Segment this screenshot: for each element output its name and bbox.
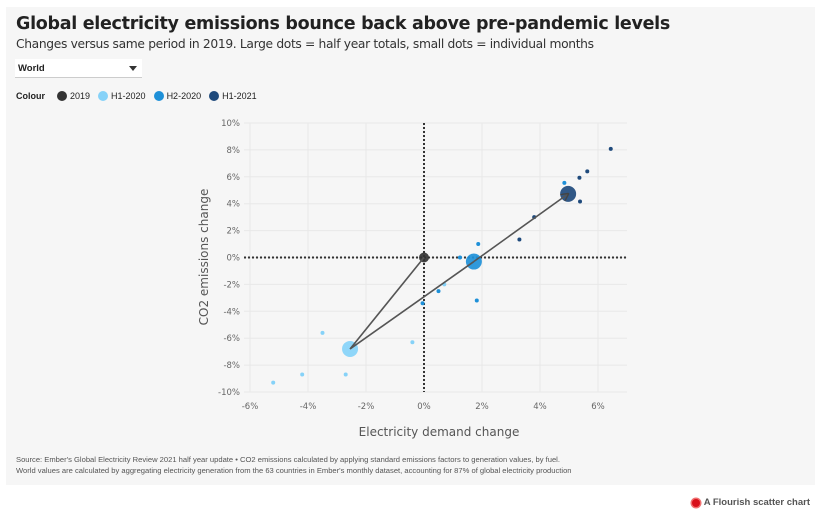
monthly-point — [585, 169, 590, 174]
region-select-value: World — [18, 63, 45, 74]
monthly-point — [562, 180, 567, 185]
trajectory-path — [349, 194, 568, 350]
monthly-point — [577, 175, 582, 180]
chart-panel — [6, 7, 815, 485]
source-line-1: Source: Ember's Global Electricity Revie… — [16, 455, 560, 464]
monthly-point — [410, 340, 415, 345]
monthly-point — [476, 242, 481, 247]
flourish-credit-link[interactable]: A Flourish scatter chart — [691, 497, 810, 508]
legend-label: Colour — [16, 91, 45, 101]
region-select[interactable]: World — [15, 59, 142, 78]
x-tick-label: 0% — [417, 402, 431, 412]
y-tick-label: 8% — [227, 146, 241, 156]
legend-item-h2-2020[interactable]: H2-2020 — [153, 91, 202, 101]
monthly-point — [457, 255, 462, 260]
y-tick-label: -2% — [223, 280, 240, 290]
chart-subtitle: Changes versus same period in 2019. Larg… — [16, 37, 594, 51]
y-tick-label: 6% — [227, 173, 241, 183]
credit-label: A Flourish scatter chart — [703, 497, 810, 508]
source-line-2: World values are calculated by aggregati… — [16, 465, 572, 475]
y-tick-label: 10% — [221, 119, 240, 129]
x-tick-label: -6% — [242, 402, 259, 412]
monthly-point — [517, 237, 522, 242]
legend-item-label: H1-2021 — [222, 91, 257, 101]
x-axis-ticks: -6% -4% -2% 0% 2% 4% 6% — [242, 402, 605, 412]
chevron-down-icon — [129, 66, 137, 71]
legend-item-h1-2020[interactable]: H1-2020 — [98, 91, 146, 101]
legend-item-2019[interactable]: 2019 — [57, 91, 90, 101]
legend-swatch — [57, 91, 67, 101]
monthly-point — [300, 372, 305, 377]
y-axis-label: CO2 emissions change — [197, 189, 211, 326]
y-tick-label: -8% — [223, 361, 240, 371]
legend-item-label: 2019 — [70, 91, 91, 101]
y-tick-label: -6% — [223, 334, 240, 344]
legend-swatch — [98, 91, 109, 101]
y-tick-label: -10% — [218, 388, 240, 398]
x-axis-label: Electricity demand change — [359, 425, 520, 439]
x-tick-label: -4% — [300, 402, 317, 412]
legend-item-label: H2-2020 — [166, 91, 202, 101]
legend-item-h1-2021[interactable]: H1-2021 — [209, 91, 257, 101]
y-tick-label: -4% — [223, 307, 240, 317]
source-note: Source: Ember's Global Electricity Revie… — [16, 455, 572, 476]
chart-title: Global electricity emissions bounce back… — [16, 14, 670, 34]
legend-swatch — [209, 91, 220, 101]
y-tick-label: 0% — [227, 254, 241, 264]
monthly-points — [271, 146, 613, 385]
monthly-point — [343, 372, 348, 377]
monthly-point — [436, 289, 441, 294]
flourish-logo-icon — [691, 498, 700, 507]
y-axis-ticks: -10% -8% -6% -4% -2% 0% 2% 4% 6% 8% 10% — [218, 119, 240, 398]
trajectory-segment — [473, 194, 568, 263]
x-tick-label: 4% — [533, 402, 547, 412]
monthly-point — [608, 146, 613, 151]
monthly-point — [420, 301, 425, 306]
monthly-point — [271, 380, 276, 385]
monthly-point — [578, 199, 583, 204]
reference-lines — [244, 123, 627, 392]
x-tick-label: 2% — [475, 402, 489, 412]
legend: Colour 2019 H1-2020 H2-2020 H1-2021 — [16, 91, 259, 101]
trajectory-segment — [349, 260, 475, 350]
x-tick-label: -2% — [358, 402, 375, 412]
monthly-point — [474, 298, 479, 303]
legend-swatch — [153, 91, 164, 101]
y-tick-label: 2% — [227, 227, 241, 237]
y-tick-label: 4% — [227, 200, 241, 210]
x-tick-label: 6% — [591, 402, 605, 412]
trajectory-segment — [349, 256, 425, 350]
monthly-point — [320, 330, 325, 335]
legend-item-label: H1-2020 — [111, 91, 146, 101]
